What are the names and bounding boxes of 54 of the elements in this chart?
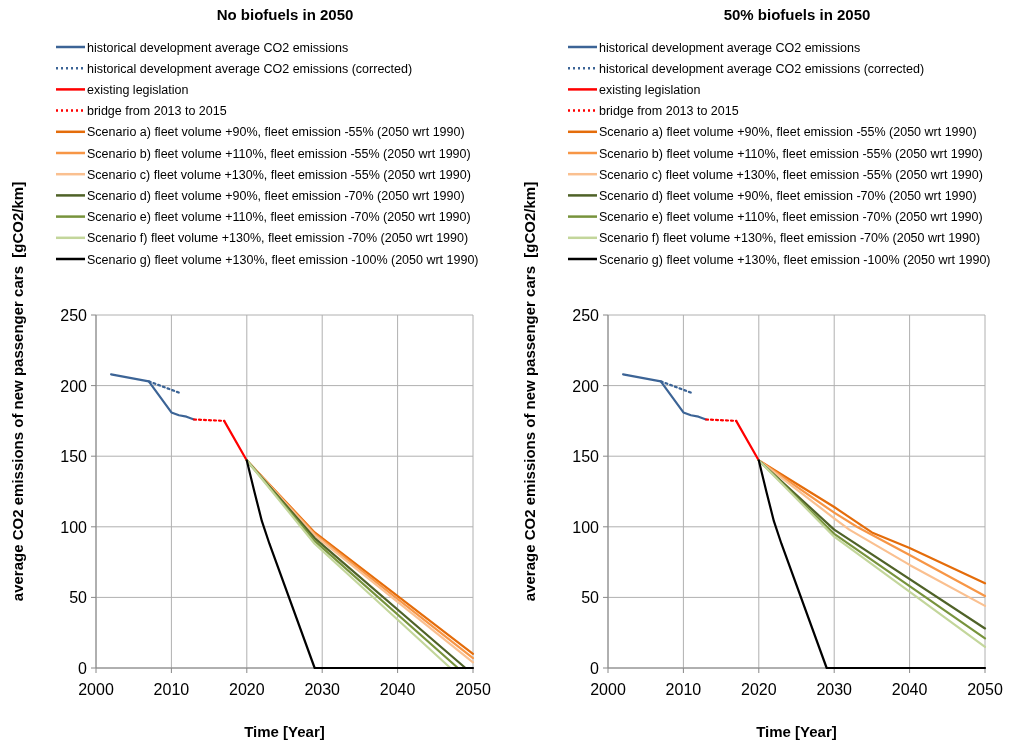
y-tick-label: 100 <box>60 518 88 536</box>
y-tick-label: 250 <box>60 307 88 324</box>
legend-label: historical development average CO2 emissions (corrected) <box>87 61 413 76</box>
y-tick-label: 200 <box>60 377 88 395</box>
legend-label: historical development average CO2 emissions <box>599 40 861 55</box>
y-axis-title: average CO2 emissions of new passenger cars [gCO2/km] <box>9 181 26 602</box>
legend-label: historical development average CO2 emissions <box>87 40 349 55</box>
x-axis-title: Time [Year] <box>756 723 837 740</box>
y-tick-label: 150 <box>572 448 600 466</box>
legend-label: Scenario f) fleet volume +130%, fleet emission -70% (2050 wrt 1990) <box>599 231 981 246</box>
y-tick-label: 0 <box>78 660 88 677</box>
legend-label: Scenario b) fleet volume +110%, fleet emission -55% (2050 wrt 1990) <box>87 146 471 161</box>
y-tick-label: 250 <box>572 307 600 324</box>
line-series <box>109 373 196 421</box>
y-tick-label: 50 <box>581 589 600 607</box>
legend-label: historical development average CO2 emissions (corrected) <box>599 61 925 76</box>
y-axis-title: average CO2 emissions of new passenger cars [gCO2/km] <box>521 181 538 602</box>
legend-label: Scenario c) fleet volume +130%, fleet emission -55% (2050 wrt 1990) <box>599 167 983 182</box>
legend-label: existing legislation <box>599 82 701 97</box>
x-tick-label: 2050 <box>455 681 491 698</box>
legend-label: Scenario e) fleet volume +110%, fleet emission -70% (2050 wrt 1990) <box>599 210 983 225</box>
x-tick-label: 2030 <box>304 681 341 698</box>
chart-title: No biofuels in 2050 <box>216 6 354 23</box>
legend-label: Scenario d) fleet volume +90%, fleet emission -70% (2050 wrt 1990) <box>599 188 977 203</box>
legend-label: Scenario g) fleet volume +130%, fleet emission -100% (2050 wrt 1990) <box>87 252 479 267</box>
legend-label: Scenario d) fleet volume +90%, fleet emission -70% (2050 wrt 1990) <box>87 188 465 203</box>
legend-label: Scenario e) fleet volume +110%, fleet emission -70% (2050 wrt 1990) <box>87 210 471 225</box>
y-tick-label: 0 <box>590 660 600 677</box>
chart-title: 50% biofuels in 2050 <box>723 6 871 23</box>
legend-label: bridge from 2013 to 2015 <box>599 104 739 119</box>
legend-label: Scenario a) fleet volume +90%, fleet emission -55% (2050 wrt 1990) <box>599 125 977 140</box>
x-tick-label: 2000 <box>78 681 114 698</box>
legend-label: Scenario f) fleet volume +130%, fleet emission -70% (2050 wrt 1990) <box>87 231 469 246</box>
x-tick-label: 2050 <box>967 681 1003 698</box>
x-tick-label: 2020 <box>741 681 777 698</box>
x-tick-label: 2010 <box>153 681 190 698</box>
x-axis-title: Time [Year] <box>244 723 325 740</box>
legend-label: Scenario b) fleet volume +110%, fleet emission -55% (2050 wrt 1990) <box>599 146 983 161</box>
x-tick-label: 2000 <box>590 681 626 698</box>
legend-label: Scenario c) fleet volume +130%, fleet emission -55% (2050 wrt 1990) <box>87 167 471 182</box>
legend-label: Scenario g) fleet volume +130%, fleet emission -100% (2050 wrt 1990) <box>599 252 991 267</box>
y-tick-label: 100 <box>572 518 600 536</box>
legend-label: existing legislation <box>87 82 189 97</box>
y-tick-label: 50 <box>69 589 88 607</box>
x-tick-label: 2030 <box>816 681 853 698</box>
x-tick-label: 2020 <box>229 681 265 698</box>
y-tick-label: 150 <box>60 448 88 466</box>
x-tick-label: 2040 <box>379 681 416 698</box>
x-tick-label: 2010 <box>665 681 702 698</box>
legend-label: bridge from 2013 to 2015 <box>87 104 227 119</box>
y-tick-label: 200 <box>572 377 600 395</box>
x-tick-label: 2040 <box>891 681 928 698</box>
line-series <box>621 373 708 421</box>
legend-label: Scenario a) fleet volume +90%, fleet emission -55% (2050 wrt 1990) <box>87 125 465 140</box>
